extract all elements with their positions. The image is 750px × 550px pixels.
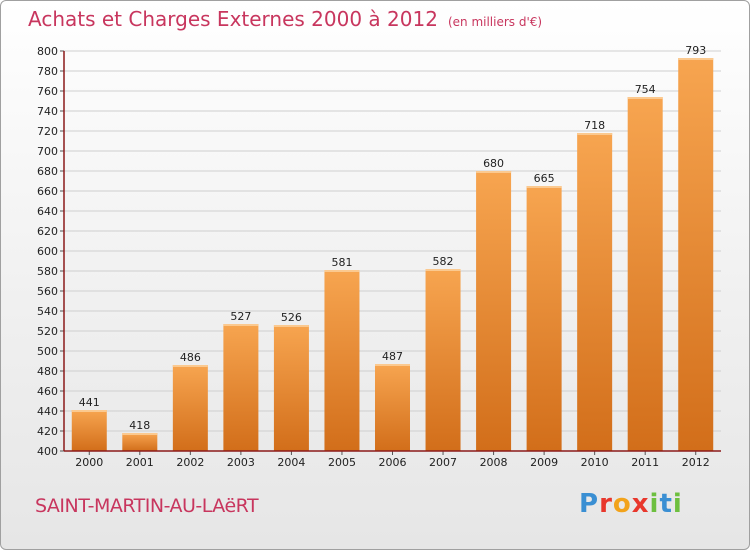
bar-value-label: 527 [230, 310, 251, 323]
bar-value-label: 441 [79, 396, 100, 409]
logo-letter: i [649, 489, 660, 519]
bar [375, 364, 410, 451]
y-tick-label: 760 [37, 85, 58, 98]
x-tick-label: 2003 [227, 456, 255, 469]
y-tick-label: 740 [37, 105, 58, 118]
y-tick-label: 560 [37, 285, 58, 298]
y-tick-label: 480 [37, 365, 58, 378]
x-tick-label: 2004 [277, 456, 305, 469]
x-tick-label: 2006 [379, 456, 407, 469]
y-tick-label: 800 [37, 45, 58, 58]
y-tick-label: 680 [37, 165, 58, 178]
y-tick-label: 600 [37, 245, 58, 258]
x-tick-label: 2011 [631, 456, 659, 469]
bar [71, 410, 107, 451]
y-tick-label: 720 [37, 125, 58, 138]
y-tick-label: 780 [37, 65, 58, 78]
bar-highlight [476, 171, 512, 173]
logo-letter: o [612, 489, 632, 519]
bar-value-label: 680 [483, 157, 504, 170]
x-tick-label: 2012 [682, 456, 710, 469]
logo-letter: P [579, 489, 600, 519]
bar-highlight [223, 324, 259, 326]
y-axis-ticks: 400 420 440 460 480 500 520 540 560 580 600 620 640 6… [37, 45, 64, 458]
bar-highlight [273, 325, 309, 327]
bar [324, 270, 360, 451]
bar-value-label: 665 [534, 172, 555, 185]
y-tick-label: 420 [37, 425, 58, 438]
bar-highlight [678, 58, 714, 60]
chart-title-main: Achats et Charges Externes 2000 à 2012 [28, 7, 438, 31]
logo-letter: r [599, 489, 613, 519]
x-tick-label: 2009 [530, 456, 558, 469]
bar [577, 133, 613, 451]
bar [627, 97, 663, 451]
y-tick-label: 540 [37, 305, 58, 318]
place-name: SAINT-MARTIN-AU-LAëRT [35, 495, 259, 517]
bar [526, 186, 562, 451]
bar-highlight [577, 133, 613, 135]
bar-value-label: 718 [584, 119, 605, 132]
bar [223, 324, 259, 451]
x-axis-ticks: 2000 2001 2002 2003 2004 2005 2006 2007 2008 2009… [75, 451, 710, 469]
bars: 441 418 486 527 526 581 487 582 680 665 718 754 793 [71, 44, 714, 451]
bar-value-label: 486 [180, 351, 201, 364]
bar-highlight [526, 186, 562, 188]
bar-value-label: 526 [281, 311, 302, 324]
bar-highlight [71, 410, 107, 412]
y-tick-label: 440 [37, 405, 58, 418]
x-tick-label: 2001 [126, 456, 154, 469]
y-tick-label: 520 [37, 325, 58, 338]
x-tick-label: 2007 [429, 456, 457, 469]
proxiti-logo: Proxiti [579, 489, 683, 519]
bar [122, 433, 158, 451]
bar-value-label: 418 [129, 419, 150, 432]
y-tick-label: 580 [37, 265, 58, 278]
bar [172, 365, 208, 451]
x-tick-label: 2010 [581, 456, 609, 469]
bar-value-label: 487 [382, 350, 403, 363]
bar [476, 171, 512, 451]
bar [273, 325, 309, 451]
axes [63, 51, 721, 452]
y-tick-label: 400 [37, 445, 58, 458]
chart-title-unit: (en milliers d'€) [447, 15, 543, 29]
y-tick-label: 460 [37, 385, 58, 398]
logo-letter: i [672, 489, 683, 519]
bar-highlight [627, 97, 663, 99]
y-tick-label: 660 [37, 185, 58, 198]
y-tick-label: 620 [37, 225, 58, 238]
x-tick-label: 2000 [75, 456, 103, 469]
bar-value-label: 793 [685, 44, 706, 57]
bar-highlight [324, 270, 360, 272]
logo-letter: t [659, 489, 673, 519]
bar-highlight [425, 269, 461, 271]
chart-title: Achats et Charges Externes 2000 à 2012 (e… [28, 7, 542, 31]
bar-value-label: 582 [433, 255, 454, 268]
bar-value-label: 581 [331, 256, 352, 269]
x-tick-label: 2005 [328, 456, 356, 469]
x-tick-label: 2008 [480, 456, 508, 469]
bar [425, 269, 461, 451]
y-tick-label: 500 [37, 345, 58, 358]
bar-highlight [375, 364, 410, 366]
x-tick-label: 2002 [176, 456, 204, 469]
bar [678, 58, 714, 451]
bar-highlight [172, 365, 208, 367]
bar-highlight [122, 433, 158, 435]
y-tick-label: 640 [37, 205, 58, 218]
logo-letter: x [631, 489, 650, 519]
y-tick-label: 700 [37, 145, 58, 158]
bar-value-label: 754 [635, 83, 656, 96]
